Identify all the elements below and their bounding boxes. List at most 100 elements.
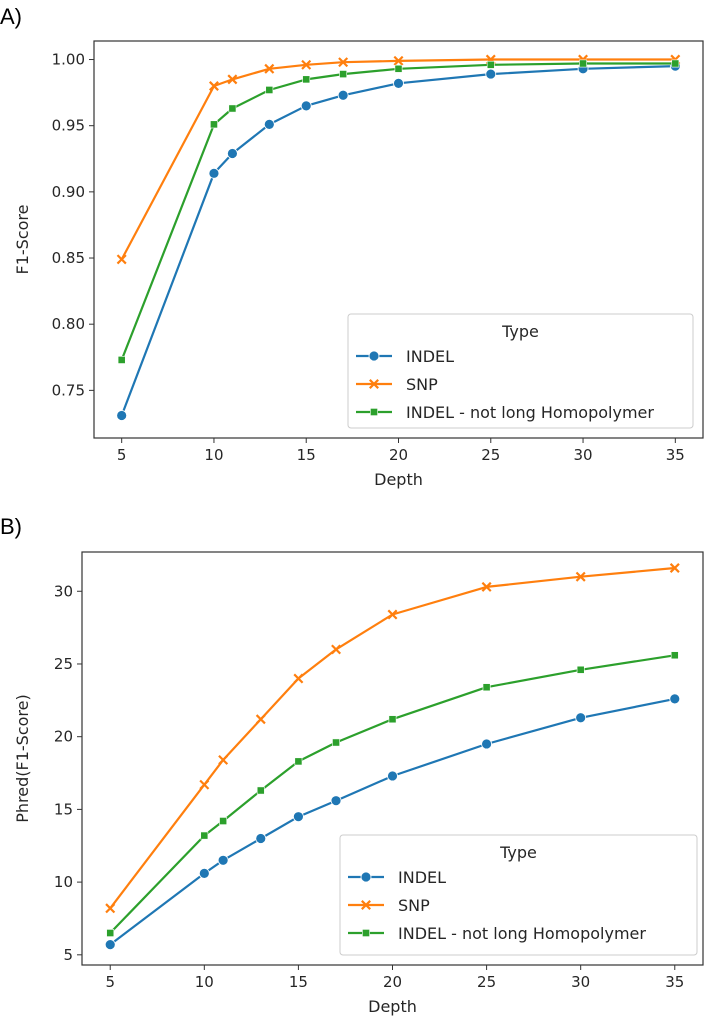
series-line xyxy=(120,65,676,416)
y-tick-label: 20 xyxy=(54,728,73,746)
x-tick-label: 5 xyxy=(117,446,127,464)
data-point xyxy=(294,757,303,766)
legend-marker xyxy=(369,379,379,389)
y-tick-label: 30 xyxy=(54,582,73,600)
data-point xyxy=(387,609,398,620)
legend-entry-label: INDEL xyxy=(406,347,454,366)
data-point xyxy=(117,356,126,364)
y-tick-label: 0.75 xyxy=(52,381,85,399)
y-tick-label: 5 xyxy=(63,946,73,964)
legend-marker xyxy=(362,929,370,937)
data-point xyxy=(198,867,210,879)
legend-entry-label: SNP xyxy=(398,896,430,915)
data-point xyxy=(485,68,497,80)
x-tick-label: 35 xyxy=(665,973,684,991)
legend-entry-label: INDEL - not long Homopolymer xyxy=(406,403,654,422)
data-point xyxy=(337,89,349,101)
data-point xyxy=(302,75,311,84)
data-point xyxy=(482,683,491,692)
data-point xyxy=(200,831,209,840)
data-point xyxy=(393,55,404,66)
x-axis-label: Depth xyxy=(374,470,423,489)
data-point xyxy=(199,779,210,790)
data-point xyxy=(330,795,342,807)
y-tick-label: 15 xyxy=(54,800,73,818)
x-tick-label: 10 xyxy=(204,446,223,464)
data-point xyxy=(481,738,492,750)
legend-entry-label: SNP xyxy=(406,375,438,394)
legend-marker xyxy=(361,900,371,910)
series-line xyxy=(120,62,676,361)
data-point xyxy=(265,86,274,94)
data-point xyxy=(218,754,229,765)
data-point xyxy=(217,854,229,866)
data-point xyxy=(293,673,304,684)
data-point xyxy=(394,64,403,73)
x-tick-label: 25 xyxy=(481,446,500,464)
x-tick-label: 30 xyxy=(571,973,590,991)
data-point xyxy=(669,693,681,705)
data-point xyxy=(264,63,275,74)
x-tick-label: 35 xyxy=(666,446,685,464)
x-tick-label: 5 xyxy=(105,973,115,991)
data-point xyxy=(670,651,679,660)
x-tick-label: 20 xyxy=(389,446,408,464)
series-line xyxy=(120,58,676,260)
legend-entry-label: INDEL - not long Homopolymer xyxy=(398,924,646,943)
x-tick-label: 25 xyxy=(477,973,496,991)
data-point xyxy=(669,563,680,573)
y-tick-label: 0.90 xyxy=(52,183,85,201)
panel-b-chart: 5 10 15 20 25 30 35 5 10 15 20 25 30 Depth Phred(F1-Sc… xyxy=(13,551,704,1016)
data-point xyxy=(301,59,312,70)
x-tick-label: 10 xyxy=(195,973,214,991)
data-point xyxy=(256,786,265,795)
data-point xyxy=(104,939,116,951)
series-line xyxy=(109,697,676,946)
data-point xyxy=(228,104,237,113)
legend-box xyxy=(347,313,694,429)
panel-a-label: A) xyxy=(0,4,22,29)
data-point xyxy=(332,738,340,747)
data-point xyxy=(671,59,680,68)
series-line xyxy=(109,566,675,909)
legend-box xyxy=(339,834,698,956)
y-tick-label: 25 xyxy=(54,655,73,673)
data-point xyxy=(106,929,115,937)
y-tick-label: 0.80 xyxy=(52,315,85,333)
x-tick-label: 20 xyxy=(383,973,402,991)
data-point xyxy=(116,410,128,421)
data-point xyxy=(331,644,342,655)
legend-marker xyxy=(370,408,378,416)
data-point xyxy=(339,70,348,78)
legend-entry-label: INDEL xyxy=(398,868,446,887)
data-point xyxy=(481,581,492,592)
y-tick-label: 0.85 xyxy=(52,249,85,267)
data-point xyxy=(255,714,266,725)
y-tick-label: 10 xyxy=(54,873,73,891)
y-tick-label: 0.95 xyxy=(52,117,85,135)
panel-b-label: B) xyxy=(0,514,22,539)
x-axis-label: Depth xyxy=(368,997,417,1016)
data-point xyxy=(575,571,586,582)
data-point xyxy=(263,118,275,130)
y-tick-label: 1.00 xyxy=(52,51,85,69)
data-point xyxy=(208,81,219,91)
legend-marker xyxy=(368,350,380,362)
data-point xyxy=(227,74,238,85)
data-point xyxy=(387,770,398,782)
data-point xyxy=(579,59,587,68)
data-point xyxy=(116,254,127,265)
y-axis-label: F1-Score xyxy=(13,205,32,275)
x-tick-label: 15 xyxy=(297,446,316,464)
data-point xyxy=(105,903,116,914)
data-point xyxy=(338,57,349,68)
data-point xyxy=(486,60,495,69)
data-point xyxy=(393,77,404,89)
data-point xyxy=(575,712,587,724)
x-tick-label: 30 xyxy=(573,446,592,464)
panel-a-chart: 5 10 15 20 25 30 35 0.75 0.80 0.85 0.90 0.95 1.00 Dep… xyxy=(13,40,704,489)
data-point xyxy=(219,817,228,825)
legend-marker xyxy=(360,871,372,883)
legend-title: Type xyxy=(501,322,539,341)
